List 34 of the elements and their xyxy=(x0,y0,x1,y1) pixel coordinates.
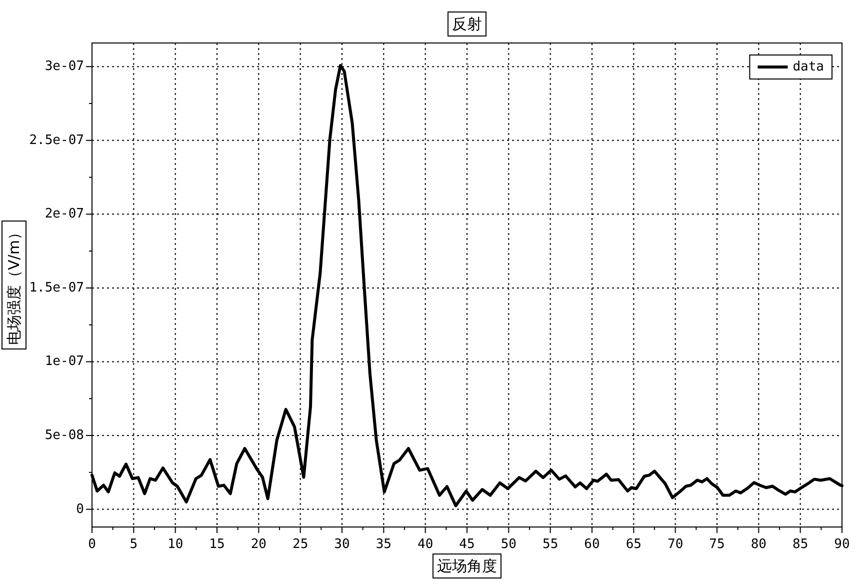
y-tick-label: 1.5e-07 xyxy=(29,280,84,296)
x-tick-label: 20 xyxy=(250,537,266,552)
chart-title: 反射 xyxy=(452,15,482,33)
x-tick-label: 10 xyxy=(168,537,184,552)
legend-label: data xyxy=(792,60,824,74)
x-tick-label: 40 xyxy=(418,537,434,552)
x-tick-label: 35 xyxy=(376,537,392,552)
x-tick-label: 5 xyxy=(130,537,138,552)
x-tick-label: 90 xyxy=(834,537,850,552)
x-tick-label: 0 xyxy=(88,537,96,552)
x-tick-label: 15 xyxy=(209,537,225,552)
y-tick-label: 1e-07 xyxy=(44,354,84,370)
x-tick-label: 55 xyxy=(542,537,558,552)
y-tick-label: 2.5e-07 xyxy=(29,132,84,148)
x-tick-label: 45 xyxy=(459,537,475,552)
x-tick-label: 80 xyxy=(750,537,766,552)
y-tick-label: 5e-08 xyxy=(44,428,84,444)
x-tick-label: 70 xyxy=(668,537,684,552)
y-axis-title: 电场强度（V/m） xyxy=(5,225,23,345)
x-tick-label: 85 xyxy=(792,537,808,552)
ylabel: 电场强度（V/m） xyxy=(2,220,26,350)
x-tick-label: 60 xyxy=(584,537,600,552)
x-tick-label: 25 xyxy=(292,537,308,552)
y-tick-label: 0 xyxy=(76,502,84,517)
x-axis-title: 远场角度 xyxy=(437,557,497,575)
x-tick-label: 65 xyxy=(626,537,642,552)
y-tick-label: 3e-07 xyxy=(44,59,84,74)
x-tick-label: 75 xyxy=(709,537,725,552)
legend: data xyxy=(749,54,832,80)
y-tick-label: 2e-07 xyxy=(44,206,84,222)
xlabel: 远场角度 xyxy=(432,554,502,578)
title: 反射 xyxy=(448,12,486,36)
x-tick-label: 50 xyxy=(500,537,516,552)
x-tick-label: 30 xyxy=(334,537,350,552)
